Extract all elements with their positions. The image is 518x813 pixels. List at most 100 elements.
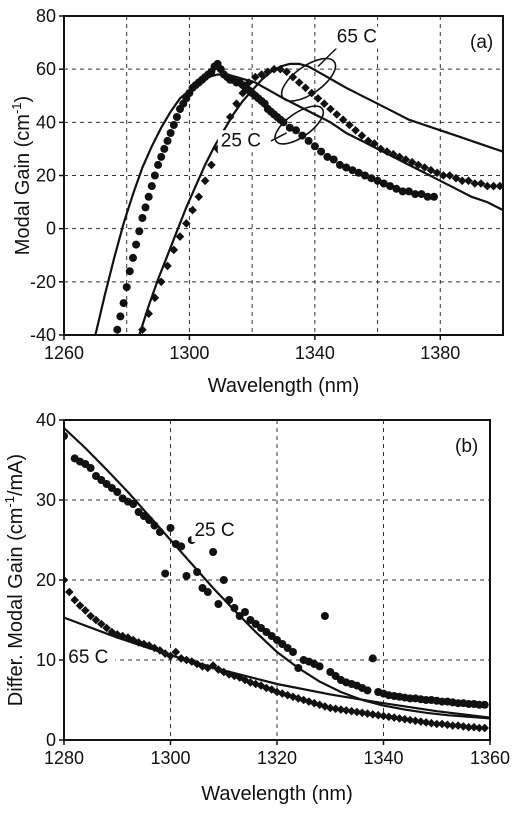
data-point-diamond bbox=[363, 136, 373, 146]
x-tick-label: 1300 bbox=[150, 748, 190, 768]
data-point-circle bbox=[348, 166, 357, 175]
data-point-circle bbox=[138, 214, 147, 222]
data-point-circle bbox=[294, 664, 303, 672]
data-point-diamond bbox=[144, 641, 154, 650]
data-point-circle bbox=[320, 612, 329, 620]
data-point-diamond bbox=[91, 615, 101, 625]
data-point-circle bbox=[150, 521, 159, 530]
data-point-diamond bbox=[395, 714, 404, 723]
data-point-circle bbox=[169, 121, 178, 129]
data-point-diamond bbox=[163, 261, 172, 271]
data-point-diamond bbox=[326, 104, 335, 114]
data-point-diamond bbox=[192, 659, 202, 669]
x-tick-label: 1360 bbox=[470, 748, 510, 768]
data-point-circle bbox=[323, 152, 332, 161]
y-tick-label: 30 bbox=[36, 490, 56, 510]
data-point-diamond bbox=[128, 635, 138, 645]
tick-labels-a: 1260 1300 1340 1380 -40 -20 0 20 40 60 80 bbox=[30, 6, 460, 363]
data-point-circle bbox=[317, 147, 326, 156]
data-point-diamond bbox=[338, 115, 348, 124]
y-axis-label-a-end: ) bbox=[12, 96, 34, 103]
data-point-diamond bbox=[278, 689, 287, 698]
data-point-circle bbox=[430, 192, 438, 201]
y-axis-label-a-main: Modal Gain (cm bbox=[12, 114, 34, 255]
panel-label-b: (b) bbox=[455, 436, 478, 457]
data-point-diamond bbox=[166, 651, 175, 661]
data-point-circle bbox=[417, 190, 426, 199]
data-point-circle bbox=[203, 588, 212, 596]
data-point-diamond bbox=[276, 64, 285, 74]
x-tick-label: 1340 bbox=[363, 748, 403, 768]
y-tick-label: 0 bbox=[46, 730, 56, 750]
x-tick-label: 1260 bbox=[44, 343, 84, 363]
callout-ellipse bbox=[280, 57, 337, 102]
data-point-circle bbox=[150, 171, 159, 180]
data-point-diamond bbox=[370, 139, 379, 148]
data-point-circle bbox=[386, 182, 395, 191]
data-point-diamond bbox=[182, 219, 191, 228]
data-point-circle bbox=[373, 176, 382, 185]
data-point-diamond bbox=[445, 171, 454, 180]
data-point-diamond bbox=[160, 649, 170, 658]
data-point-circle bbox=[411, 190, 420, 199]
data-point-circle bbox=[315, 662, 324, 671]
data-point-diamond bbox=[448, 721, 457, 730]
data-point-circle bbox=[154, 160, 163, 169]
data-point-diamond bbox=[230, 671, 239, 681]
data-point-circle bbox=[480, 700, 489, 709]
data-point-diamond bbox=[384, 712, 394, 722]
data-point-diamond bbox=[272, 687, 282, 697]
data-point-circle bbox=[329, 155, 338, 164]
data-point-diamond bbox=[453, 721, 463, 730]
y-axis-label-b: Differ. Modal Gain (cm-1/mA) bbox=[2, 454, 27, 706]
data-point-diamond bbox=[244, 78, 254, 87]
data-point-diamond bbox=[420, 163, 429, 172]
data-point-diamond bbox=[470, 179, 480, 188]
data-point-circle bbox=[361, 171, 369, 180]
y-axis-label-a: Modal Gain (cm-1) bbox=[9, 96, 34, 255]
data-point-diamond bbox=[235, 673, 244, 682]
data-point-diamond bbox=[251, 72, 260, 82]
data-point-diamond bbox=[97, 619, 106, 629]
data-point-diamond bbox=[414, 160, 423, 170]
annotation-bg bbox=[65, 647, 116, 670]
data-point-diamond bbox=[64, 575, 69, 585]
data-point-circle bbox=[163, 136, 172, 145]
y-axis-label-b-end: /mA) bbox=[5, 454, 27, 496]
data-point-diamond bbox=[357, 708, 367, 718]
data-point-diamond bbox=[288, 72, 298, 82]
fit-curves-a bbox=[94, 62, 503, 335]
data-point-diamond bbox=[382, 147, 392, 156]
data-point-diamond bbox=[363, 709, 372, 718]
data-point-diamond bbox=[405, 715, 415, 725]
data-point-circle bbox=[423, 192, 432, 201]
data-point-circle bbox=[230, 604, 239, 612]
data-point-diamond bbox=[118, 631, 127, 641]
data-point-diamond bbox=[495, 181, 503, 191]
data-points-b bbox=[64, 432, 489, 733]
data-point-diamond bbox=[376, 144, 385, 154]
data-point-diamond bbox=[232, 99, 241, 108]
data-point-diamond bbox=[175, 232, 185, 241]
data-point-diamond bbox=[400, 714, 410, 724]
data-point-diamond bbox=[107, 627, 117, 637]
data-point-circle bbox=[141, 203, 150, 212]
data-point-circle bbox=[304, 136, 313, 145]
data-point-diamond bbox=[352, 707, 362, 717]
data-point-diamond bbox=[443, 720, 452, 730]
x-tick-label: 1280 bbox=[44, 748, 84, 768]
data-point-diamond bbox=[238, 88, 247, 98]
data-point-diamond bbox=[480, 723, 489, 733]
data-point-diamond bbox=[182, 655, 191, 665]
data-point-circle bbox=[160, 144, 169, 153]
data-point-diamond bbox=[341, 706, 351, 715]
data-point-diamond bbox=[432, 168, 442, 178]
data-point-circle bbox=[368, 654, 377, 663]
data-point-diamond bbox=[207, 160, 216, 170]
annotation-label: 65 C bbox=[68, 647, 108, 668]
data-point-circle bbox=[241, 608, 249, 616]
data-point-diamond bbox=[150, 293, 160, 303]
data-point-circle bbox=[209, 548, 218, 556]
data-point-circle bbox=[116, 312, 125, 321]
y-tick-label: 0 bbox=[46, 219, 56, 239]
